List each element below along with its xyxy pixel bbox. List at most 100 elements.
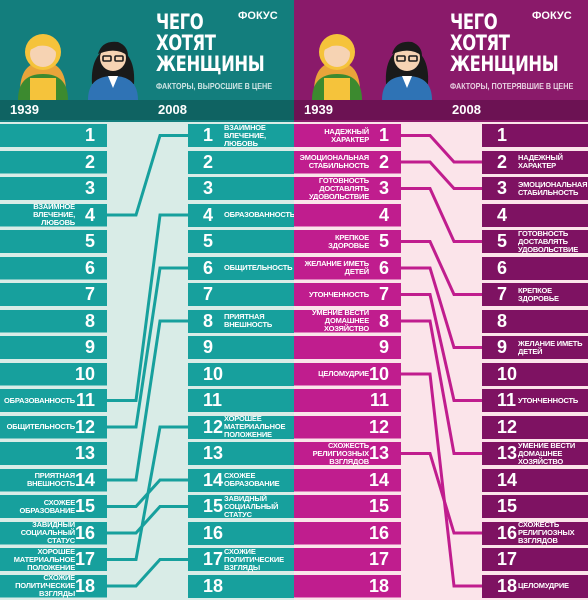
rank-row-2008: 7 xyxy=(188,283,294,306)
rank-row-2008: 8 xyxy=(482,309,588,333)
year-1939-label: 1939 xyxy=(304,102,333,117)
factor-label-2008: ЖЕЛАНИЕ ИМЕТЬ ДЕТЕЙ xyxy=(518,338,583,356)
factor-label-2008: ЗАВИДНЫЙ СОЦИАЛЬНЫЙ СТАТУС xyxy=(224,493,279,519)
rank-row-1939: 15 СХОЖЕЕ ОБРАЗОВАНИЕ xyxy=(0,495,107,518)
rank-row-2008: 8 ПРИЯТНАЯ ВНЕШНОСТЬ xyxy=(188,309,294,333)
rank-row-2008: 9 ЖЕЛАНИЕ ИМЕТЬ ДЕТЕЙ xyxy=(482,336,588,359)
rank-number: 17 xyxy=(368,549,389,569)
rank-number: 11 xyxy=(75,390,95,410)
rank-row-2008: 17 xyxy=(482,548,588,571)
rank-row-1939: 5 xyxy=(0,230,107,253)
rank-number: 9 xyxy=(378,337,389,357)
rank-number: 10 xyxy=(497,363,518,384)
rank-row-1939: 16 ЗАВИДНЫЙ СОЦИАЛЬНЫЙ СТАТУС xyxy=(0,521,107,545)
factor-label-1939: ОБЩИТЕЛЬНОСТЬ xyxy=(6,422,76,431)
rank-number: 2 xyxy=(203,151,214,172)
rank-row-1939: 2 xyxy=(0,150,107,174)
rank-row-2008: 6 ОБЩИТЕЛЬНОСТЬ xyxy=(188,256,294,280)
rank-change-line xyxy=(398,319,484,455)
rank-number: 17 xyxy=(74,549,95,569)
woman-1939-avatar-icon xyxy=(312,34,362,100)
rank-number: 6 xyxy=(203,257,214,278)
rank-number: 15 xyxy=(368,496,389,516)
rank-number: 10 xyxy=(368,363,389,384)
factor-label-2008: ГОТОВНОСТЬ ДОСТАВЛЯТЬ УДОВОЛЬСТВИЕ xyxy=(518,228,579,254)
rank-change-line xyxy=(104,558,190,588)
rank-row-1939: 3 ГОТОВНОСТЬ ДОСТАВЛЯТЬ УДОВОЛЬСТВИЕ xyxy=(294,177,401,200)
rank-number: 5 xyxy=(497,231,508,251)
factor-label-2008: УМЕНИЕ ВЕСТИ ДОМАШНЕЕ ХОЗЯЙСТВО xyxy=(518,440,576,466)
rank-number: 17 xyxy=(203,549,224,569)
header-subtitle: ФАКТОРЫ, ПОТЕРЯВШИЕ В ЦЕНЕ xyxy=(450,81,574,91)
rank-number: 6 xyxy=(497,257,508,278)
rank-row-2008: 14 xyxy=(482,468,588,492)
rank-row-1939: 10 ЦЕЛОМУДРИЕ xyxy=(294,362,401,386)
rank-row-1939: 8 xyxy=(0,309,107,333)
rank-change-links xyxy=(398,134,484,588)
factor-label-1939: НАДЕЖНЫЙ ХАРАКТЕР xyxy=(324,126,369,144)
rank-row-1939: 8 УМЕНИЕ ВЕСТИ ДОМАШНЕЕ ХОЗЯЙСТВО xyxy=(294,309,401,333)
rank-row-2008: 5 xyxy=(188,230,294,253)
rank-number: 18 xyxy=(497,575,518,596)
rank-number: 17 xyxy=(497,549,518,569)
rank-number: 11 xyxy=(369,390,389,410)
rank-number: 7 xyxy=(378,284,389,304)
rank-change-line xyxy=(104,134,190,217)
rank-change-line xyxy=(104,505,190,535)
rank-number: 18 xyxy=(368,575,389,596)
rank-number: 3 xyxy=(378,178,389,198)
header-title-area xyxy=(442,0,588,100)
header-subtitle: ФАКТОРЫ, ВЫРОСШИЕ В ЦЕНЕ xyxy=(156,81,273,91)
rank-change-line xyxy=(104,319,190,482)
rank-row-2008: 16 xyxy=(188,521,294,545)
rank-row-1939: 7 УТОНЧЕННОСТЬ xyxy=(294,283,401,306)
rank-row-1939: 9 xyxy=(294,336,401,359)
rank-number: 4 xyxy=(497,204,508,225)
rank-number: 6 xyxy=(84,257,95,278)
panel-header: ЧЕГО ХОТЯТ ЖЕНЩИНЫ ФАКТОРЫ, ПОТЕРЯВШИЕ В… xyxy=(294,0,588,122)
rank-change-line xyxy=(398,240,484,296)
rank-row-1939: 7 xyxy=(0,283,107,306)
rank-row-2008: 1 ВЗАИМНОЕ ВЛЕЧЕНИЕ, ЛЮБОВЬ xyxy=(188,122,294,148)
factor-label-2008: ЦЕЛОМУДРИЕ xyxy=(518,581,569,590)
rank-row-2008: 15 xyxy=(482,495,588,518)
factor-label-2008: ПРИЯТНАЯ ВНЕШНОСТЬ xyxy=(224,312,273,329)
rank-number: 16 xyxy=(203,522,224,543)
rank-row-1939: 16 xyxy=(294,521,401,545)
factor-label-2008: СХОЖЕСТЬ РЕЛИГИОЗНЫХ ВЗГЛЯДОВ xyxy=(518,520,575,545)
title-line: ХОТЯТ xyxy=(156,31,216,55)
factor-label-2008: УТОНЧЕННОСТЬ xyxy=(518,395,579,405)
factor-label-1939: СХОЖЕЕ ОБРАЗОВАНИЕ xyxy=(19,497,76,515)
rank-number: 12 xyxy=(497,416,518,437)
rank-row-1939: 14 ПРИЯТНАЯ ВНЕШНОСТЬ xyxy=(0,468,107,492)
panel-factors-decreased: ЧЕГО ХОТЯТ ЖЕНЩИНЫ ФАКТОРЫ, ПОТЕРЯВШИЕ В… xyxy=(294,0,588,600)
rank-number: 16 xyxy=(368,522,389,543)
header-title: ЧЕГО ХОТЯТ ЖЕНЩИНЫ xyxy=(156,10,265,75)
rank-row-1939: 17 xyxy=(294,548,401,571)
rank-number: 1 xyxy=(84,125,95,145)
rank-number: 4 xyxy=(84,204,95,225)
header-title-area xyxy=(148,0,294,100)
rank-number: 18 xyxy=(203,575,224,596)
rank-number: 12 xyxy=(203,416,224,437)
rank-row-1939: 6 ЖЕЛАНИЕ ИМЕТЬ ДЕТЕЙ xyxy=(294,256,401,280)
rank-row-2008: 7 КРЕПКОЕ ЗДОРОВЬЕ xyxy=(482,283,588,306)
rank-row-1939: 15 xyxy=(294,495,401,518)
rank-row-2008: 10 xyxy=(188,362,294,386)
rank-row-2008: 12 ХОРОШЕЕ МАТЕРИАЛЬНОЕ ПОЛОЖЕНИЕ xyxy=(188,415,294,439)
factor-label-1939: СХОЖИЕ ПОЛИТИЧЕСКИЕ ВЗГЛЯДЫ xyxy=(15,573,75,598)
rank-row-2008: 2 xyxy=(188,150,294,174)
rank-row-2008: 1 xyxy=(482,124,588,147)
year-1939-label: 1939 xyxy=(10,102,39,117)
rank-number: 2 xyxy=(84,151,95,172)
rank-row-1939: 13 СХОЖЕСТЬ РЕЛИГИОЗНЫХ ВЗГЛЯДОВ xyxy=(294,442,401,465)
woman-1939-avatar-icon xyxy=(18,34,68,100)
rank-change-line xyxy=(104,478,190,508)
rank-number: 11 xyxy=(203,390,223,410)
rank-change-line xyxy=(398,372,484,588)
rank-number: 5 xyxy=(84,231,95,251)
title-line: ЧЕГО xyxy=(156,10,204,34)
rank-row-2008: 4 xyxy=(482,203,588,227)
rank-number: 13 xyxy=(497,443,518,463)
factor-label-2008: ВЗАИМНОЕ ВЛЕЧЕНИЕ, ЛЮБОВЬ xyxy=(224,122,266,148)
